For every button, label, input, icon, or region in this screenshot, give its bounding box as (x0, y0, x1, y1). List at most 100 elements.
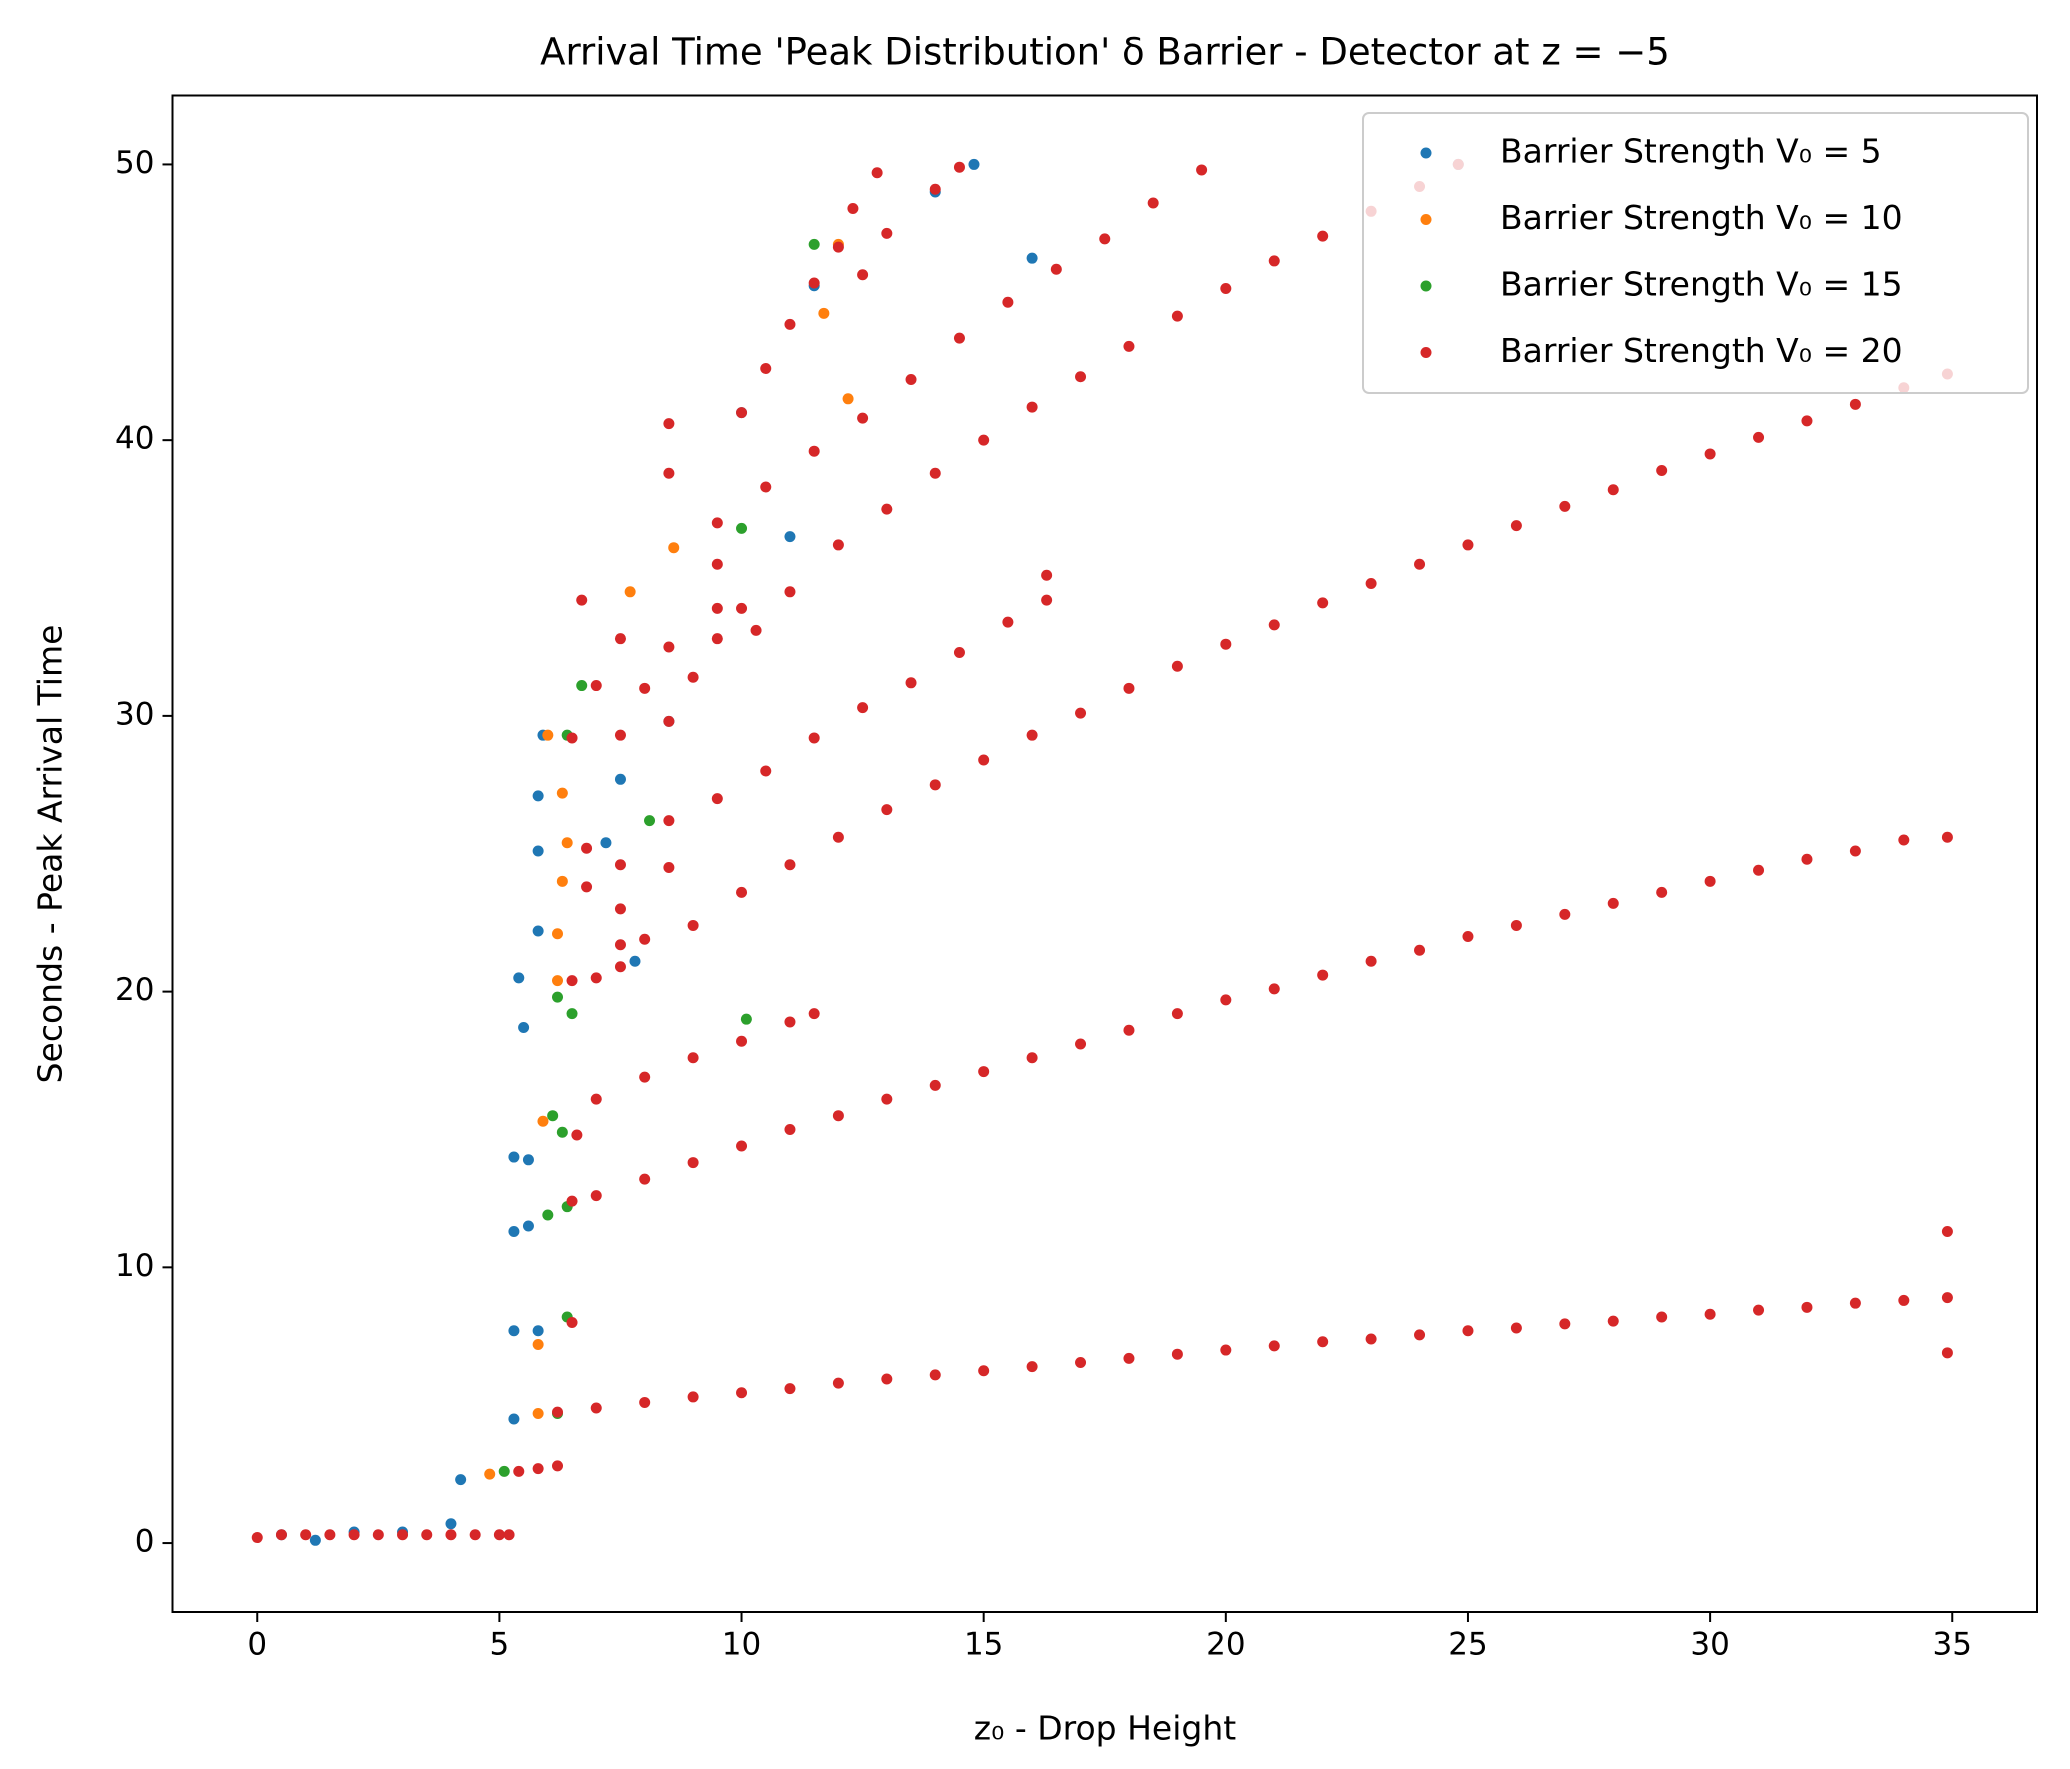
point (1171, 310, 1183, 322)
point (445, 1518, 457, 1530)
point (1171, 1008, 1183, 1020)
x-tick-label: 30 (1690, 1627, 1729, 1663)
point (348, 1529, 360, 1541)
point (784, 1016, 796, 1028)
point (1171, 1348, 1183, 1360)
point (556, 875, 568, 887)
chart-title: Arrival Time 'Peak Distribution' δ Barri… (540, 31, 1670, 74)
point (1123, 1352, 1135, 1364)
point (881, 804, 893, 816)
point (929, 1079, 941, 1091)
point (624, 586, 636, 598)
point (590, 680, 602, 692)
point (1147, 197, 1159, 209)
point (842, 393, 854, 405)
point (953, 161, 965, 173)
point (537, 1115, 549, 1127)
point (1559, 908, 1571, 920)
point (251, 1532, 263, 1544)
point (760, 362, 772, 374)
point (556, 787, 568, 799)
point (498, 1465, 510, 1477)
point (581, 842, 593, 854)
point (881, 503, 893, 515)
point (1365, 1333, 1377, 1345)
point (1510, 1322, 1522, 1334)
point (1041, 594, 1053, 606)
point (508, 1413, 520, 1425)
point (1002, 616, 1014, 628)
point (808, 277, 820, 289)
point (832, 241, 844, 253)
point (736, 886, 748, 898)
point (736, 1035, 748, 1047)
legend-marker (1420, 347, 1432, 358)
point (1220, 994, 1232, 1006)
point (614, 903, 626, 915)
point (1026, 1361, 1038, 1373)
point (808, 445, 820, 457)
point (687, 1391, 699, 1403)
point (1559, 500, 1571, 512)
point (532, 790, 544, 802)
legend-label: Barrier Strength V₀ = 5 (1500, 132, 1882, 171)
point (532, 1325, 544, 1337)
series-points (484, 238, 854, 1480)
point (1317, 597, 1329, 609)
point (1196, 164, 1208, 176)
point (978, 754, 990, 766)
point (532, 1407, 544, 1419)
point (1462, 930, 1474, 942)
point (614, 939, 626, 951)
point (469, 1529, 481, 1541)
point (711, 793, 723, 805)
point (929, 779, 941, 791)
point (571, 1129, 583, 1141)
point (1026, 729, 1038, 741)
point (600, 837, 612, 849)
point (1026, 401, 1038, 413)
point (740, 1013, 752, 1025)
point (1041, 569, 1053, 581)
point (1220, 1344, 1232, 1356)
point (1171, 660, 1183, 672)
point (663, 418, 675, 430)
point (1075, 1356, 1087, 1368)
point (522, 1154, 534, 1166)
legend: Barrier Strength V₀ = 5 Barrier Strength … (1362, 112, 2029, 394)
point (736, 522, 748, 534)
point (881, 227, 893, 239)
point (309, 1534, 321, 1546)
point (508, 1151, 520, 1163)
point (1123, 340, 1135, 352)
point (532, 845, 544, 857)
y-tick-label: 30 (115, 696, 154, 732)
point (1607, 1315, 1619, 1327)
point (663, 715, 675, 727)
point (978, 1365, 990, 1377)
point (1607, 897, 1619, 909)
point (372, 1529, 384, 1541)
point (857, 702, 869, 714)
point (532, 1339, 544, 1351)
point (1941, 831, 1953, 843)
point (1026, 252, 1038, 264)
y-axis-label: Seconds - Peak Arrival Time (31, 625, 70, 1084)
point (629, 955, 641, 967)
point (784, 1123, 796, 1135)
point (639, 1396, 651, 1408)
point (324, 1529, 336, 1541)
point (614, 859, 626, 871)
x-tick-label: 0 (247, 1627, 267, 1663)
x-tick-label: 25 (1448, 1627, 1487, 1663)
point (552, 928, 564, 940)
point (1414, 944, 1426, 956)
point (1510, 919, 1522, 931)
point (614, 961, 626, 973)
point (784, 1383, 796, 1395)
point (711, 517, 723, 529)
point (711, 558, 723, 570)
point (542, 729, 554, 741)
point (581, 881, 593, 893)
x-tick-label: 35 (1933, 1627, 1972, 1663)
